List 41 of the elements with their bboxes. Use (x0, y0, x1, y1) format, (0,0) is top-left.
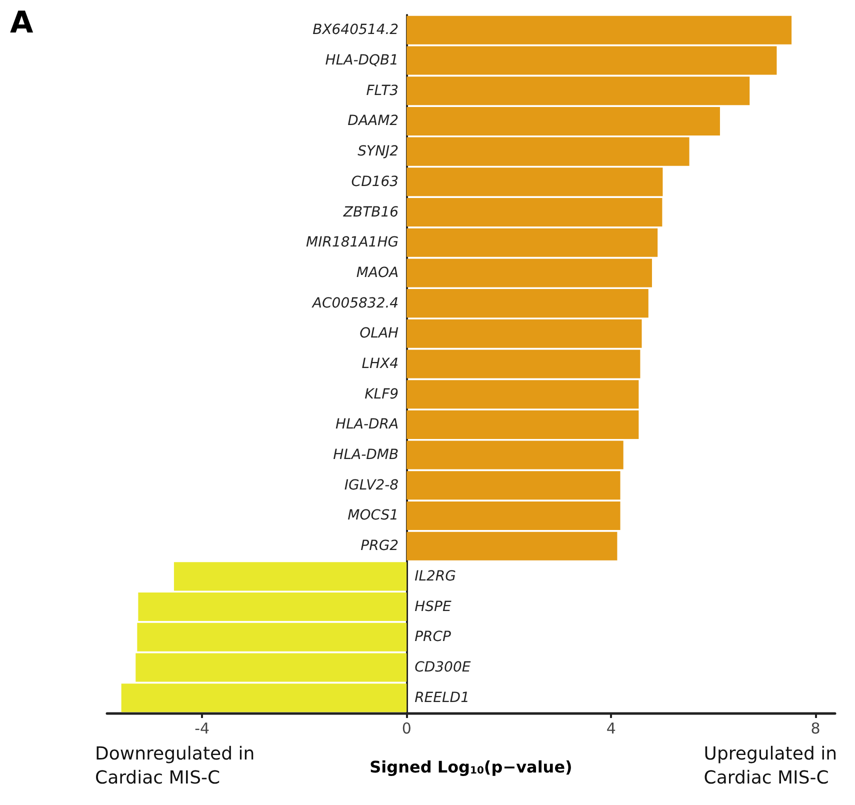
y-tick-label: DAAM2 (348, 113, 399, 130)
bar (406, 410, 639, 439)
y-tick-label: HLA-DQB1 (325, 52, 399, 69)
bar (406, 501, 620, 530)
bar (406, 289, 648, 318)
text: Upregulated in Cardiac MIS-C (704, 744, 837, 788)
x-tick-label: 8 (810, 720, 820, 738)
y-tick-label: HLA-DRA (336, 416, 399, 433)
x-tick-label: -4 (194, 720, 210, 738)
chart-title: A (10, 6, 34, 40)
y-tick-label: MOCS1 (348, 508, 399, 524)
y-tick-label: IL2RG (414, 568, 456, 584)
y-tick-label: MIR181A1HG (306, 234, 399, 251)
bar (406, 16, 792, 44)
x-tick-label: 4 (606, 720, 616, 738)
y-tick-label: LHX4 (362, 356, 399, 372)
y-tick-label: HSPE (414, 598, 452, 615)
text: Downregulated in Cardiac MIS-C (95, 744, 255, 788)
y-tick-label: REELD1 (414, 690, 470, 706)
y-tick-label: CD300E (414, 659, 471, 676)
bar (406, 532, 618, 560)
y-tick-label: HLA-DMB (333, 447, 399, 464)
bar (121, 684, 407, 712)
y-tick-label: CD163 (351, 174, 399, 190)
y-tick-label: PRCP (414, 629, 452, 646)
bar (174, 562, 407, 591)
y-tick-label: IGLV2-8 (344, 477, 399, 494)
y-tick-label: AC005832.4 (311, 295, 399, 312)
y-tick-label: BX640514.2 (312, 22, 399, 38)
bar (138, 592, 407, 622)
y-tick-label: SYNJ2 (358, 144, 399, 160)
y-tick-label: FLT3 (366, 82, 399, 99)
y-tick-label: ZBTB16 (342, 204, 399, 220)
y-tick-label: MAOA (356, 264, 399, 281)
x-axis-title: Signed Log10(p−value) (370, 758, 572, 776)
x-tick-label: 0 (402, 720, 412, 738)
y-tick-label: OLAH (360, 326, 400, 342)
bar (406, 198, 662, 227)
y-tick-label: KLF9 (364, 386, 399, 402)
y-tick-label: PRG2 (360, 538, 399, 554)
bar (406, 106, 720, 136)
